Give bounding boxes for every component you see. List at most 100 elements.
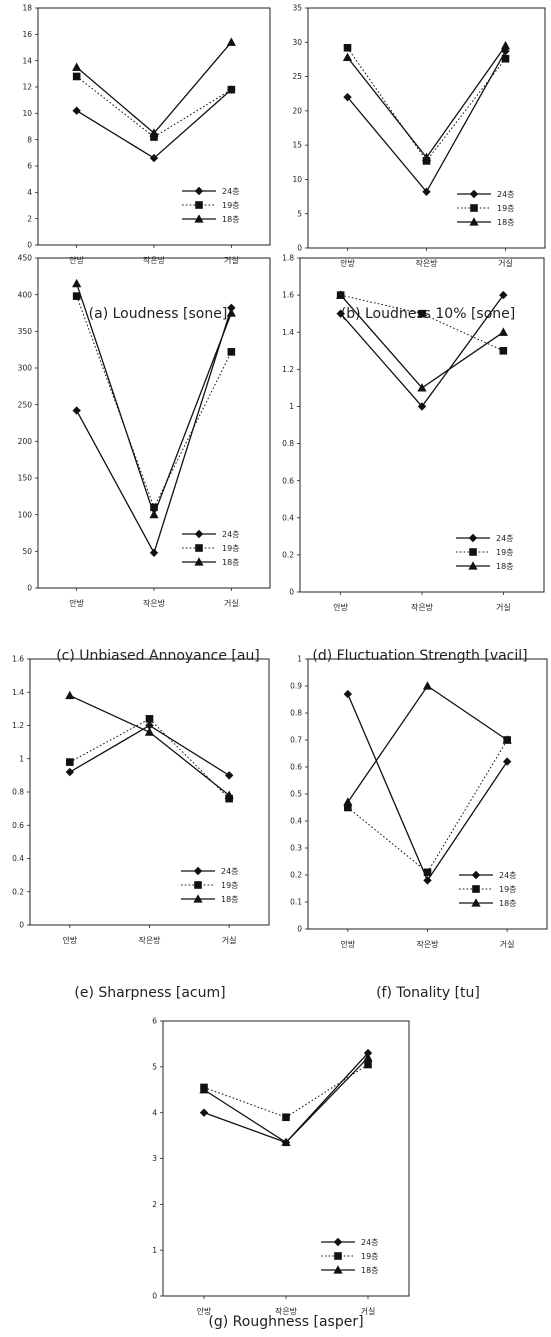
data-point (336, 290, 346, 299)
chart-g: 0 1 2 3 4 5 6 안방 작은방 거실 24층 19층 18층 (g) Roughness [as… (152, 1017, 410, 1330)
y-tick-label: 5 (152, 1062, 157, 1071)
data-point (224, 790, 234, 799)
y-tick-label: 18 (22, 4, 32, 13)
legend-marker (194, 557, 204, 566)
legend-marker (334, 1252, 342, 1260)
series-line (340, 294, 504, 352)
data-point (149, 509, 159, 519)
legend-marker (469, 548, 477, 556)
y-tick-label: 0.6 (290, 763, 302, 772)
data-point (343, 797, 353, 806)
data-point (501, 47, 510, 56)
y-tick-label: 400 (18, 290, 33, 299)
series-line (76, 295, 232, 509)
data-point (422, 187, 431, 196)
data-point (423, 868, 432, 877)
y-tick-label: 35 (292, 4, 302, 13)
data-point (500, 40, 511, 50)
data-point (502, 757, 512, 766)
y-tick-label: 0.4 (282, 513, 294, 522)
y-tick-label: 200 (18, 437, 33, 446)
chart-f: 0 0.1 0.2 0.3 0.4 0.5 0.6 0.7 0.8 0.9 1 안방 작은방 거실 24층 1… (290, 655, 548, 1001)
y-tick-label: 0.3 (290, 844, 302, 853)
y-tick-label: 10 (292, 175, 302, 184)
y-tick-label: 0 (289, 588, 294, 597)
data-point (149, 548, 159, 557)
x-tick-label: 작은방 (411, 602, 434, 612)
y-tick-label: 100 (18, 510, 33, 519)
data-point (364, 1060, 372, 1069)
chart-caption: (e) Sharpness [acum] (74, 985, 225, 1001)
y-tick-label: 30 (292, 38, 302, 47)
chart-caption: (g) Roughness [asper] (208, 1314, 363, 1330)
series-line (76, 76, 232, 138)
data-point (65, 767, 75, 777)
data-point (72, 278, 82, 288)
y-tick-label: 5 (297, 209, 302, 218)
y-tick-label: 15 (292, 141, 302, 150)
y-tick-label: 350 (18, 327, 33, 336)
series-line (76, 41, 232, 134)
y-tick-label: 2 (152, 1200, 157, 1209)
y-tick-label: 1.8 (282, 254, 294, 263)
legend-label: 24층 (221, 867, 239, 876)
data-point (421, 152, 432, 162)
y-tick-label: 1 (152, 1246, 157, 1255)
x-tick-label: 작은방 (143, 255, 166, 265)
y-tick-label: 0.6 (282, 476, 294, 485)
series-line (203, 1057, 369, 1144)
y-tick-label: 12 (22, 83, 32, 92)
y-tick-label: 1 (289, 402, 294, 411)
legend-label: 19층 (499, 885, 517, 894)
legend-marker (469, 189, 479, 199)
legend-label: 19층 (221, 881, 239, 890)
y-tick-label: 0.8 (290, 709, 302, 718)
series-line (346, 45, 507, 159)
y-tick-label: 250 (18, 400, 33, 409)
y-tick-label: 1.6 (282, 291, 294, 300)
y-tick-label: 1.2 (12, 721, 24, 730)
y-tick-label: 0.4 (12, 854, 24, 863)
y-tick-label: 1.6 (12, 655, 24, 664)
x-tick-label: 작은방 (275, 1306, 298, 1316)
legend-label: 18층 (496, 562, 514, 571)
legend-label: 18층 (361, 1266, 379, 1275)
data-point (227, 348, 236, 356)
legend-marker (470, 204, 478, 212)
y-tick-label: 25 (292, 72, 302, 81)
y-tick-label: 0 (27, 241, 32, 250)
y-tick-label: 1.2 (282, 365, 294, 374)
y-tick-label: 0.5 (290, 790, 302, 799)
y-tick-label: 0.1 (290, 898, 302, 907)
data-point (145, 715, 154, 723)
y-tick-label: 150 (18, 474, 33, 483)
y-tick-label: 0.4 (290, 817, 302, 826)
legend-label: 18층 (497, 218, 515, 227)
data-point (149, 128, 159, 137)
legend-label: 18층 (499, 899, 517, 908)
data-point (343, 92, 352, 102)
y-tick-label: 6 (27, 162, 32, 171)
y-tick-label: 20 (292, 106, 302, 115)
series-line (203, 1052, 369, 1144)
y-tick-label: 1.4 (12, 688, 24, 697)
y-tick-label: 0.6 (12, 821, 24, 830)
legend-marker (194, 214, 204, 223)
data-point (498, 327, 508, 336)
y-tick-label: 0 (297, 244, 302, 253)
legend-label: 24층 (499, 871, 517, 880)
legend-label: 18층 (222, 558, 240, 567)
y-tick-label: 0 (152, 1292, 157, 1301)
y-tick-label: 50 (22, 547, 32, 556)
legend-marker (333, 1265, 343, 1274)
x-tick-label: 안방 (69, 255, 84, 265)
legend-marker (468, 533, 478, 543)
legend-label: 19층 (222, 201, 240, 210)
x-tick-label: 작은방 (143, 598, 166, 608)
legend-label: 18층 (221, 895, 239, 904)
data-point (344, 803, 352, 812)
legend-label: 19층 (222, 544, 240, 553)
x-tick-label: 거실 (222, 935, 237, 945)
